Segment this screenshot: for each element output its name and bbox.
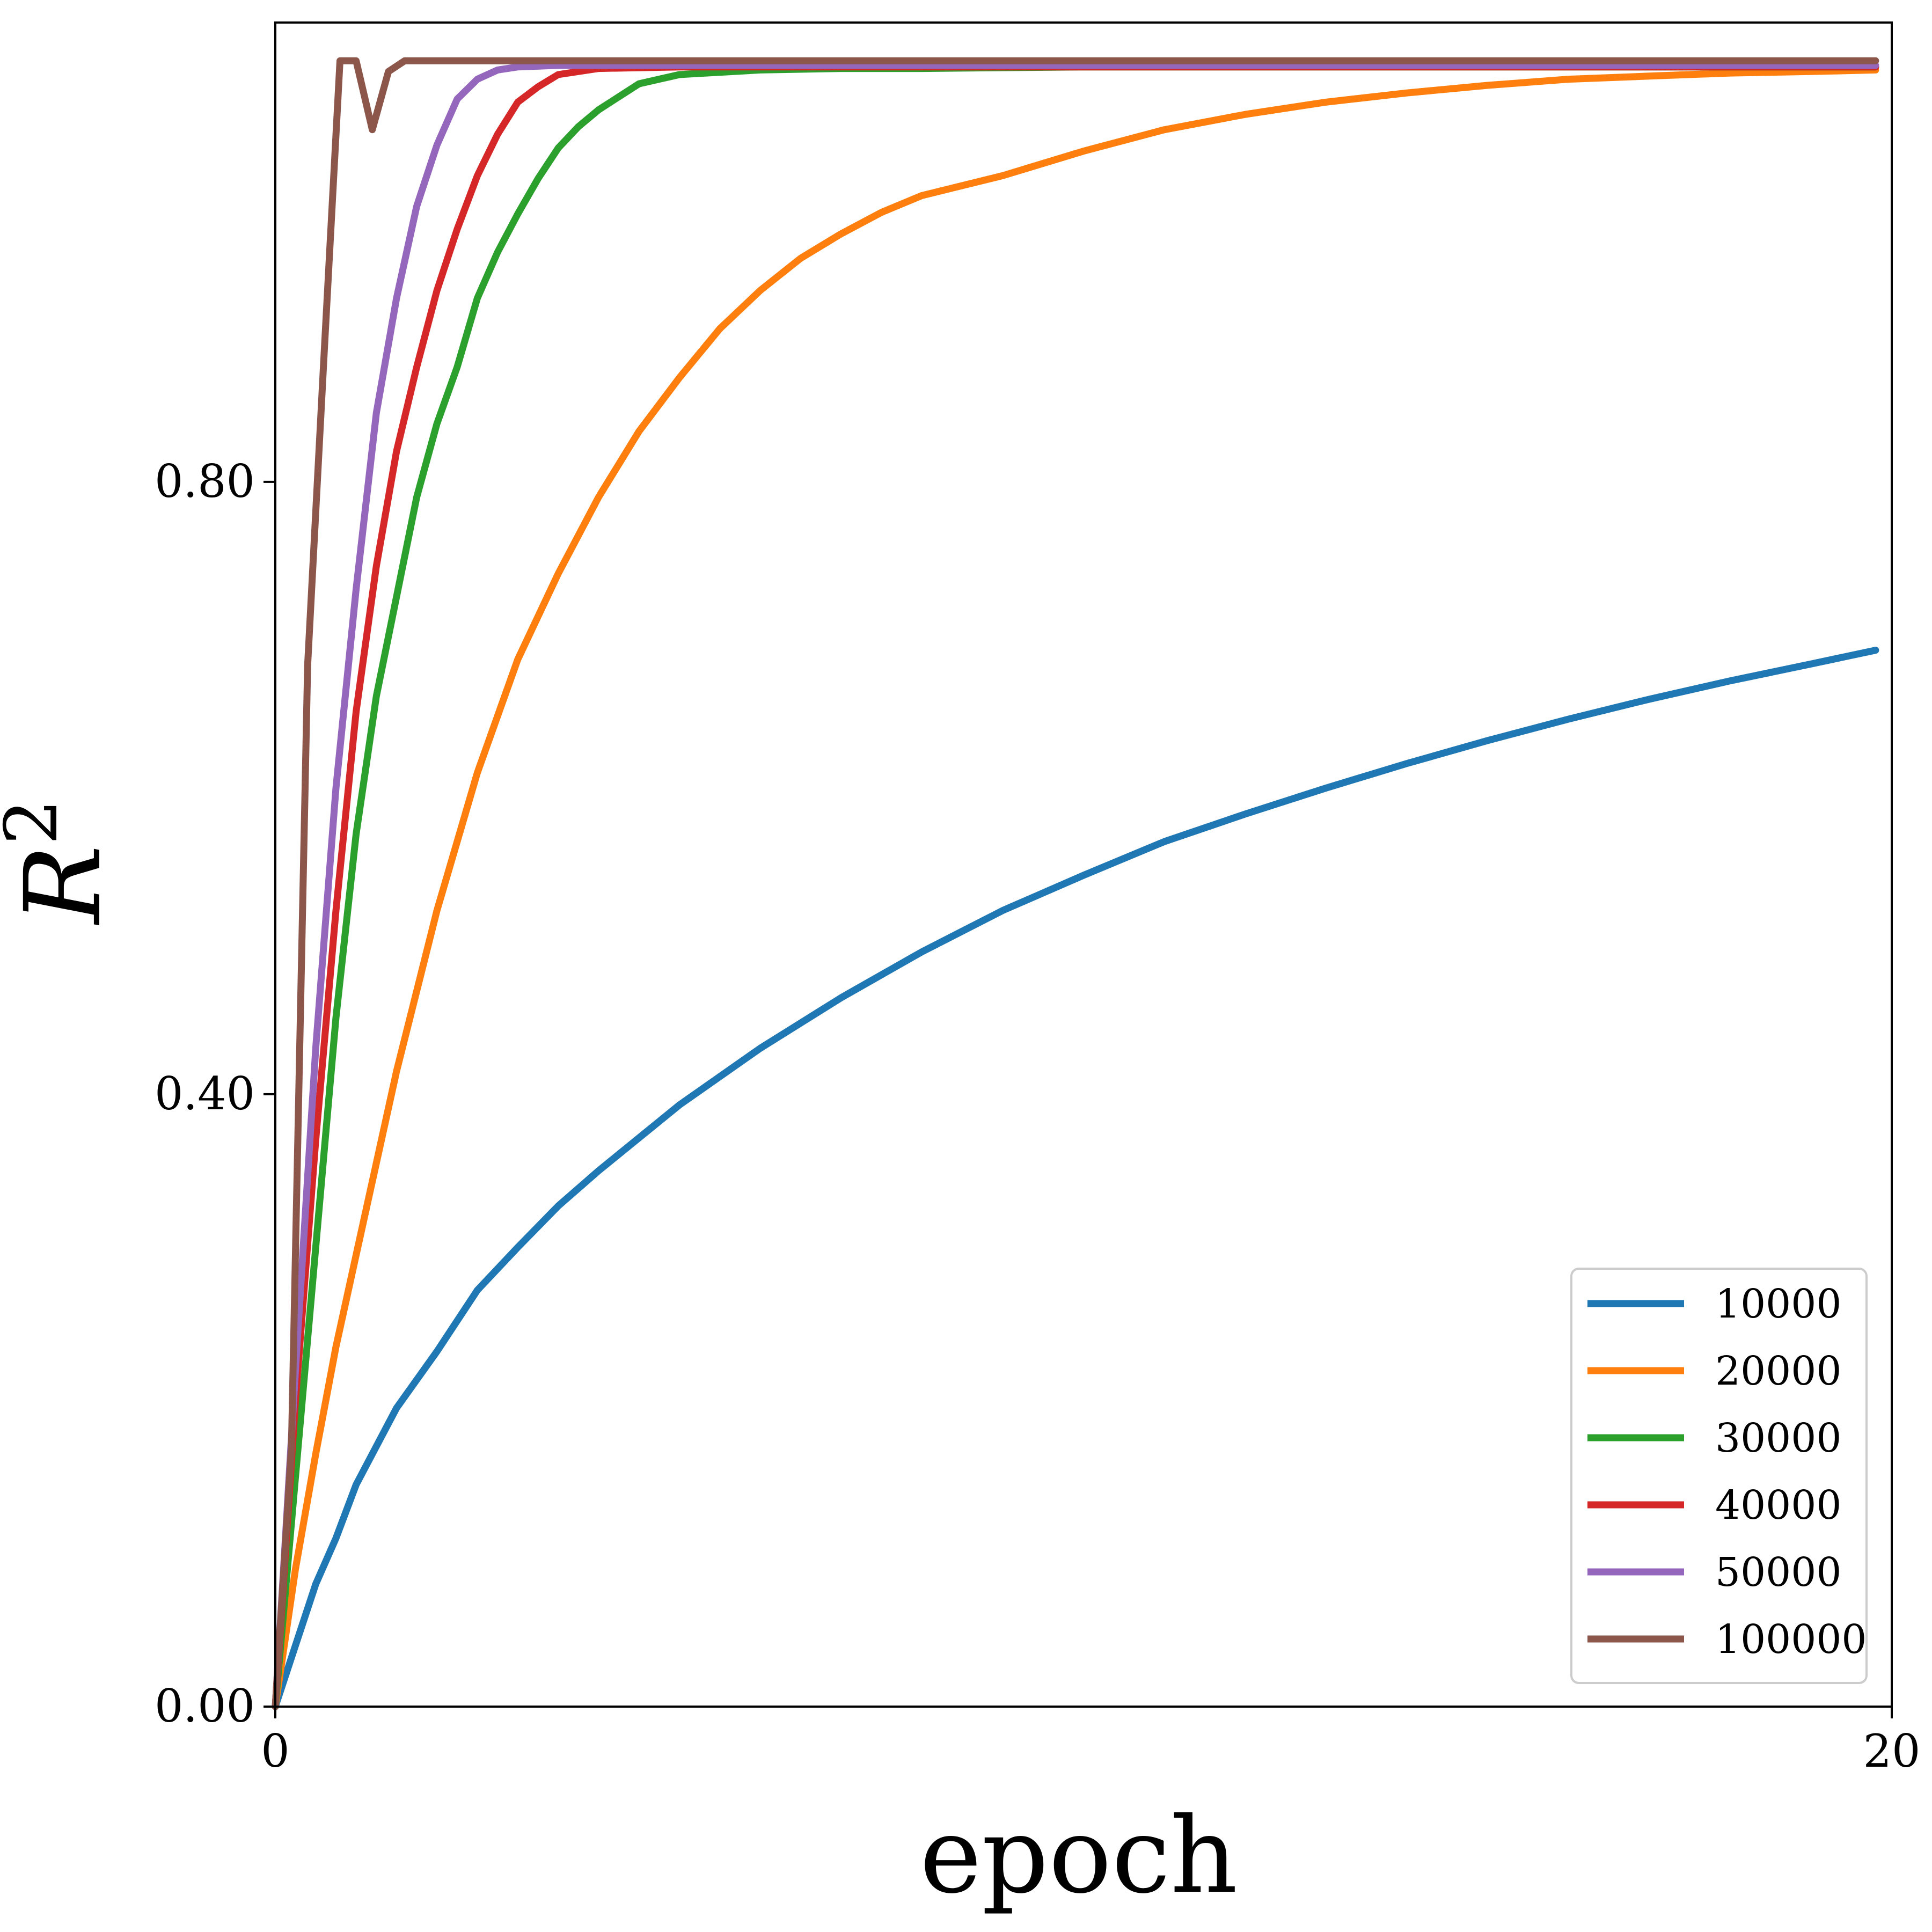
series-line-100000 xyxy=(272,57,1879,1710)
legend-label-10000: 10000 xyxy=(1715,1281,1841,1327)
plot-frame xyxy=(274,21,1893,1708)
legend-label-20000: 20000 xyxy=(1715,1348,1841,1394)
x-tick-label: 20 xyxy=(1863,1725,1921,1777)
y-axis-title-superscript: 2 xyxy=(0,799,74,845)
legend-label-40000: 40000 xyxy=(1715,1482,1841,1528)
y-axis-title-main: R xyxy=(2,845,124,926)
y-tick-label: 0.80 xyxy=(155,455,255,508)
x-axis-title: epoch xyxy=(920,1795,1238,1916)
series-layer xyxy=(272,57,1879,1710)
series-line-10000 xyxy=(272,647,1879,1710)
y-tick-label: 0.00 xyxy=(155,1680,255,1732)
series-line-20000 xyxy=(272,66,1879,1710)
legend-label-100000: 100000 xyxy=(1715,1616,1867,1663)
ticks-layer: 0.00 0.40 0.80 0 20 xyxy=(155,455,1920,1777)
legend: 10000 20000 30000 40000 50000 100000 xyxy=(1570,1268,1868,1684)
y-tick-label: 0.40 xyxy=(155,1067,255,1120)
y-axis-title: R2 xyxy=(0,799,124,926)
x-tick-label: 0 xyxy=(261,1725,289,1777)
series-line-50000 xyxy=(272,62,1879,1710)
legend-label-50000: 50000 xyxy=(1715,1549,1841,1596)
series-line-40000 xyxy=(272,63,1879,1710)
legend-label-30000: 30000 xyxy=(1715,1415,1841,1461)
